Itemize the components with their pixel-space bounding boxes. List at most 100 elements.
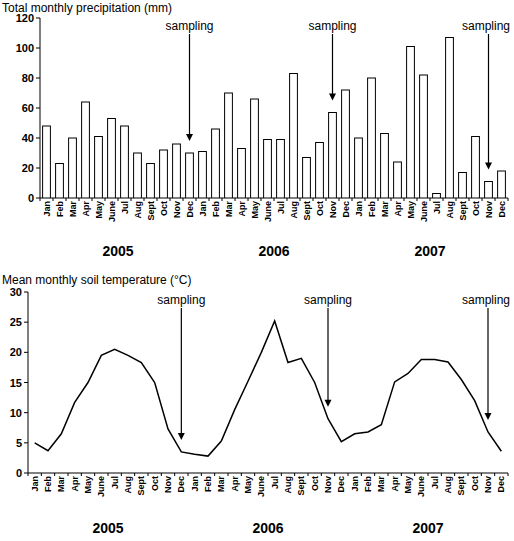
year-label: 2007 [412,520,443,536]
x-tick [248,198,249,201]
x-tick [456,198,457,201]
x-tick-label: June [107,201,117,222]
bar [472,137,480,199]
y-tick [36,108,40,109]
y-tick [36,78,40,79]
y-tick [24,412,28,413]
annotation-arrowhead [178,433,185,440]
y-tick-label: 40 [22,132,34,144]
x-tick [228,473,229,476]
x-tick-label: June [256,476,266,497]
x-tick [469,198,470,201]
year-label: 2006 [252,520,283,536]
x-tick-label: Dec [336,476,346,493]
x-tick-label: Feb [367,201,377,218]
x-tick [254,473,255,476]
bar [368,78,376,198]
x-tick [508,473,509,476]
annotation-arrow [327,308,328,401]
y-tick [24,442,28,443]
bar [303,158,311,199]
x-tick-label: June [419,201,429,222]
y-tick [36,168,40,169]
x-tick [105,198,106,201]
annotation-arrow [181,308,182,434]
x-tick-label: Mar [224,201,234,218]
x-tick-label: Sept [302,201,312,221]
bar [147,164,155,199]
x-tick [201,473,202,476]
x-tick-label: Feb [55,201,65,218]
annotation: sampling [165,19,213,33]
bar [212,129,220,198]
x-tick [494,473,495,476]
x-tick-label: Apr [81,201,91,217]
x-tick-label: Apr [70,476,80,492]
chart-bar: Total monthly precipitation (mm)02040608… [2,1,510,259]
y-tick-label: 30 [10,286,22,298]
x-tick [121,473,122,476]
chart-title: Mean monthly soil temperature (°C) [2,273,192,287]
bar [433,194,441,199]
x-tick-label: Oct [315,201,325,216]
x-tick-label: Apr [237,201,247,217]
x-tick-label: Feb [363,476,373,493]
x-tick [334,473,335,476]
x-tick [209,198,210,201]
x-tick-label: May [243,476,253,494]
x-tick-label: Nov [323,476,333,493]
bar [459,173,467,199]
x-tick-label: Sept [458,201,468,221]
annotation-arrow [488,34,489,164]
y-tick [24,382,28,383]
x-tick [391,198,392,201]
x-tick [40,198,41,201]
x-tick [365,198,366,201]
year-label: 2006 [258,243,289,259]
x-tick-label: Sept [456,476,466,496]
bar [82,102,90,198]
bar [160,150,168,198]
x-tick [174,473,175,476]
x-tick [414,473,415,476]
x-tick-label: Mar [68,201,78,218]
y-tick-label: 20 [22,162,34,174]
x-tick-label: Dec [497,201,507,218]
bar [95,137,103,199]
y-tick-label: 100 [16,42,34,54]
bar [407,47,415,199]
annotation: sampling [308,19,356,33]
bar [290,74,298,199]
x-tick-label: Nov [163,476,173,493]
x-tick [268,473,269,476]
annotation-arrowhead [325,400,332,407]
x-tick [428,473,429,476]
bar [485,182,493,199]
x-tick [214,473,215,476]
x-tick-label: May [406,201,416,219]
x-tick [281,473,282,476]
x-tick-label: Dec [176,476,186,493]
x-tick-label: June [96,476,106,497]
bar [251,99,259,198]
bar [186,153,194,198]
bar [355,138,363,198]
x-tick-label: Nov [484,201,494,218]
annotation-arrowhead [485,413,492,420]
y-tick [36,48,40,49]
x-tick [321,473,322,476]
x-tick [454,473,455,476]
x-tick [388,473,389,476]
x-tick [443,198,444,201]
annotation: sampling [462,19,510,33]
x-tick [352,198,353,201]
x-tick [308,473,309,476]
x-tick [274,198,275,201]
bar [108,119,116,199]
bar [498,171,506,198]
x-tick [148,473,149,476]
x-tick-label: Apr [390,476,400,492]
x-tick-label: Jul [430,476,440,489]
bar [238,149,246,199]
x-tick-label: Mar [216,476,226,493]
